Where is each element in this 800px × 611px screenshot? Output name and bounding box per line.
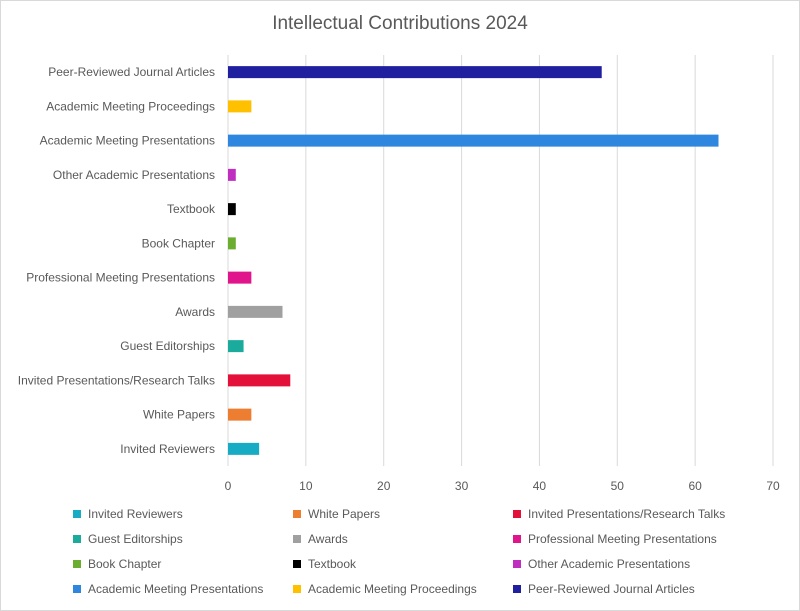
legend-swatch (513, 535, 521, 543)
bar (228, 271, 252, 284)
category-label: Other Academic Presentations (53, 168, 215, 182)
category-label: Academic Meeting Presentations (40, 134, 215, 148)
legend-label: Book Chapter (88, 557, 162, 571)
legend-label: Peer-Reviewed Journal Articles (528, 582, 695, 596)
legend-swatch (73, 535, 81, 543)
legend-item: White Papers (293, 506, 380, 522)
category-label: Professional Meeting Presentations (26, 271, 215, 285)
legend-swatch (293, 585, 301, 593)
category-label: White Papers (143, 408, 215, 422)
legend-swatch (73, 510, 81, 518)
category-label: Peer-Reviewed Journal Articles (48, 65, 215, 79)
legend-item: Book Chapter (73, 556, 161, 572)
bar (228, 340, 244, 353)
legend-swatch (293, 510, 301, 518)
x-tick-label: 50 (611, 479, 625, 493)
bar (228, 66, 602, 79)
x-tick-label: 70 (766, 479, 780, 493)
x-tick-label: 60 (688, 479, 702, 493)
legend-label: Guest Editorships (88, 532, 183, 546)
category-label: Textbook (167, 202, 216, 216)
category-label: Invited Reviewers (120, 442, 215, 456)
legend-swatch (73, 560, 81, 568)
chart-title: Intellectual Contributions 2024 (272, 13, 528, 34)
legend-label: Academic Meeting Presentations (88, 582, 264, 596)
x-tick-label: 40 (533, 479, 547, 493)
legend-item: Guest Editorships (73, 531, 183, 547)
bar (228, 442, 260, 455)
legend-item: Peer-Reviewed Journal Articles (513, 581, 695, 597)
legend-label: Invited Presentations/Research Talks (528, 507, 726, 521)
x-tick-label: 30 (455, 479, 469, 493)
legend-swatch (513, 510, 521, 518)
legend-item: Academic Meeting Presentations (73, 581, 263, 597)
legend-label: Other Academic Presentations (528, 557, 691, 571)
bar (228, 203, 236, 216)
legend-label: Awards (308, 532, 348, 546)
legend-swatch (513, 585, 521, 593)
legend-item: Textbook (293, 556, 356, 572)
x-tick-label: 0 (225, 479, 232, 493)
bar (228, 237, 236, 250)
legend-swatch (73, 585, 81, 593)
category-label: Invited Presentations/Research Talks (18, 373, 215, 387)
bar (228, 305, 283, 318)
legend-item: Academic Meeting Proceedings (293, 581, 477, 597)
legend-item: Other Academic Presentations (513, 556, 690, 572)
legend-swatch (513, 560, 521, 568)
bar (228, 408, 252, 421)
legend-item: Invited Reviewers (73, 506, 183, 522)
category-label: Guest Editorships (120, 339, 215, 353)
legend-label: Invited Reviewers (88, 507, 183, 521)
legend-label: Professional Meeting Presentations (528, 532, 717, 546)
bar (228, 100, 252, 113)
legend-label: Academic Meeting Proceedings (308, 582, 477, 596)
legend-label: Textbook (308, 557, 357, 571)
bar (228, 374, 291, 387)
bar (228, 134, 719, 147)
x-tick-label: 10 (299, 479, 313, 493)
legend-item: Awards (293, 531, 348, 547)
category-label: Academic Meeting Proceedings (46, 99, 215, 113)
category-label: Book Chapter (142, 236, 215, 250)
legend-item: Invited Presentations/Research Talks (513, 506, 725, 522)
x-tick-label: 20 (377, 479, 391, 493)
legend-label: White Papers (308, 507, 381, 521)
legend-swatch (293, 535, 301, 543)
category-label: Awards (175, 305, 215, 319)
legend-item: Professional Meeting Presentations (513, 531, 717, 547)
bar (228, 168, 236, 181)
legend-swatch (293, 560, 301, 568)
